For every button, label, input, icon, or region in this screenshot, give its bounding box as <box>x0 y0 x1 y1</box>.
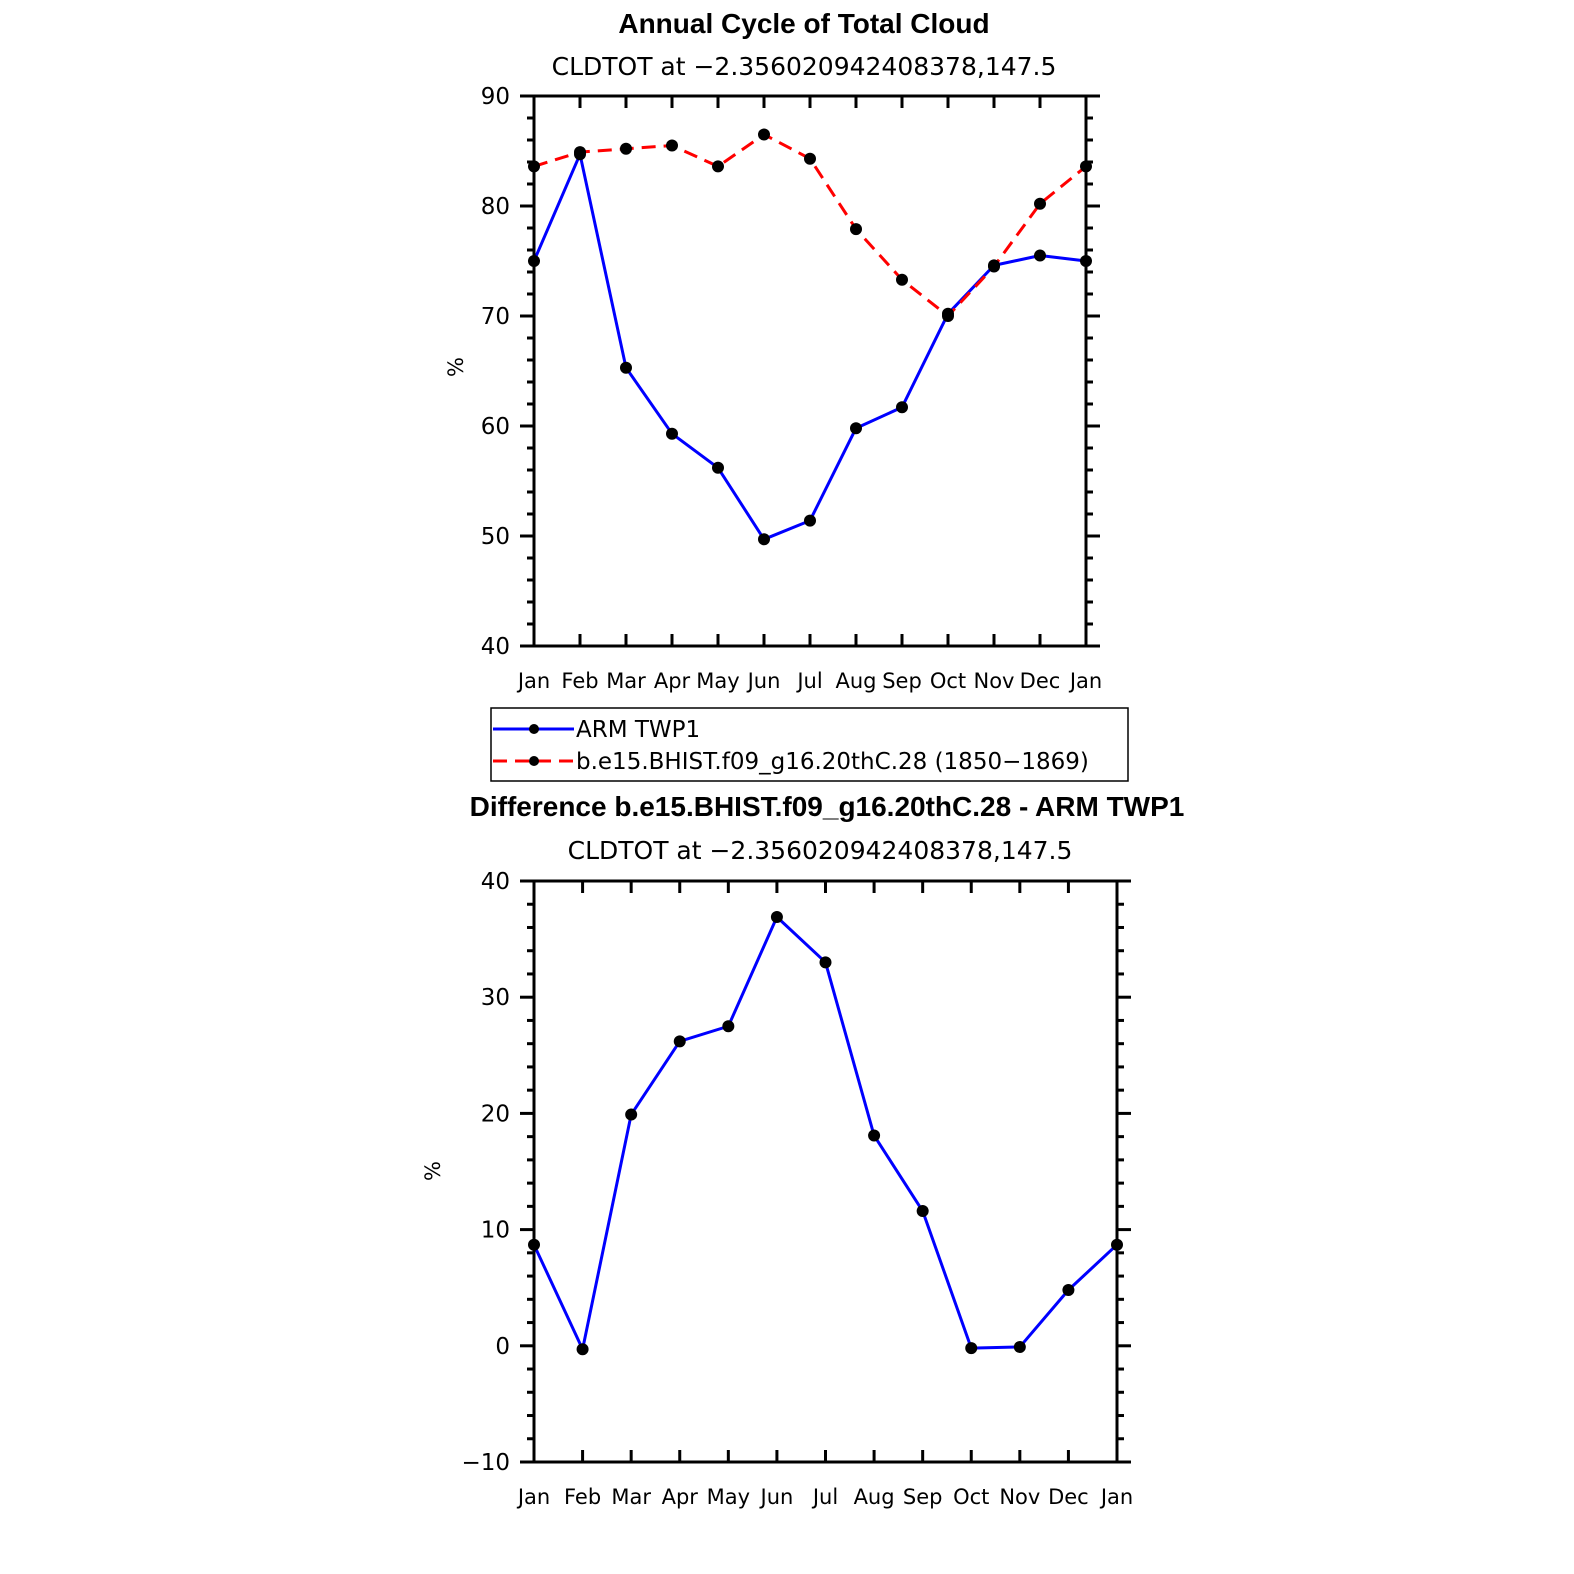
data-point <box>942 310 954 322</box>
legend-label: ARM TWP1 <box>576 717 700 743</box>
x-tick-label: Sep <box>903 1485 943 1509</box>
chart-title: Difference b.e15.BHIST.f09_g16.20thC.28 … <box>470 791 1185 822</box>
x-tick-label: Sep <box>882 669 922 693</box>
series-group <box>528 911 1123 1356</box>
legend-label: b.e15.BHIST.f09_g16.20thC.28 (1850−1869) <box>576 749 1089 775</box>
legend-marker <box>529 724 539 734</box>
tick-labels: Jan Feb Mar Apr May Jun Jul Aug Sep Oct Nov Dec Jan4… <box>481 84 1102 693</box>
x-tick-label: Apr <box>662 1485 699 1509</box>
series-line <box>532 915 1119 1351</box>
x-tick-label: Jan <box>1068 669 1102 693</box>
x-tick-label: Jan <box>516 669 550 693</box>
x-tick-label: Jan <box>516 1485 550 1509</box>
data-point <box>673 1035 686 1048</box>
data-point <box>1034 197 1046 210</box>
data-point <box>896 273 908 286</box>
data-point <box>758 128 770 141</box>
y-tick-label: 20 <box>481 1101 510 1127</box>
data-point <box>722 1020 735 1033</box>
data-point <box>770 911 783 924</box>
data-point <box>758 533 770 546</box>
x-tick-label: Nov <box>974 669 1015 693</box>
data-point <box>916 1205 929 1218</box>
x-tick-label: Mar <box>606 669 646 693</box>
data-point <box>620 361 632 374</box>
axis-ticks <box>520 94 1100 648</box>
x-tick-label: Mar <box>611 1485 651 1509</box>
chart-subtitle: CLDTOT at −2.356020942408378,147.5 <box>568 836 1073 865</box>
data-point <box>620 142 632 155</box>
legend-marker <box>529 756 539 766</box>
x-tick-label: Dec <box>1048 1485 1089 1509</box>
data-point <box>574 146 586 159</box>
chart-title: Annual Cycle of Total Cloud <box>618 8 989 39</box>
y-tick-label: 60 <box>481 414 510 440</box>
plot-frame <box>532 94 1088 648</box>
data-point <box>712 461 724 474</box>
data-point <box>850 422 862 435</box>
data-point <box>850 223 862 236</box>
y-tick-label: 40 <box>481 634 510 660</box>
data-point <box>1013 1340 1026 1353</box>
data-point <box>625 1108 638 1121</box>
y-tick-label: 80 <box>481 194 510 220</box>
y-axis-label: % <box>444 357 468 377</box>
data-point <box>1062 1284 1075 1297</box>
x-tick-label: Apr <box>654 669 691 693</box>
data-point <box>868 1129 881 1142</box>
x-tick-label: Feb <box>561 669 598 693</box>
legend: ARM TWP1 b.e15.BHIST.f09_g16.20thC.28 (1… <box>490 707 1129 782</box>
y-tick-label: 50 <box>481 524 510 550</box>
x-tick-label: Jan <box>1099 1485 1133 1509</box>
x-tick-label: May <box>707 1485 750 1509</box>
data-point <box>666 139 678 152</box>
y-tick-label: −10 <box>461 1450 510 1476</box>
data-point <box>804 514 816 527</box>
difference-chart: Difference b.e15.BHIST.f09_g16.20thC.28 … <box>421 791 1184 1509</box>
x-tick-label: Dec <box>1020 669 1061 693</box>
y-tick-label: 10 <box>481 1218 510 1244</box>
series-line <box>532 152 1087 541</box>
y-tick-label: 30 <box>481 985 510 1011</box>
y-tick-label: 70 <box>481 304 510 330</box>
data-point <box>576 1343 589 1356</box>
x-tick-label: Jul <box>811 1485 838 1509</box>
data-point <box>666 427 678 440</box>
annual-cycle-chart: Annual Cycle of Total Cloud CLDTOT at −2… <box>444 8 1102 693</box>
data-point <box>988 260 1000 273</box>
x-tick-label: Nov <box>999 1485 1040 1509</box>
data-point <box>896 401 908 414</box>
series-group <box>528 128 1092 546</box>
x-tick-label: Jul <box>795 669 822 693</box>
x-tick-label: May <box>696 669 739 693</box>
legend-entry-arm: ARM TWP1 <box>493 717 700 743</box>
y-tick-label: 40 <box>481 869 510 895</box>
data-point <box>819 956 832 969</box>
x-tick-label: Jun <box>759 1485 794 1509</box>
x-tick-label: Jun <box>746 669 781 693</box>
x-tick-label: Aug <box>854 1485 895 1509</box>
legend-entry-model: b.e15.BHIST.f09_g16.20thC.28 (1850−1869) <box>493 749 1089 775</box>
x-tick-label: Oct <box>953 1485 989 1509</box>
y-axis-label: % <box>421 1161 445 1181</box>
tick-labels: Jan Feb Mar Apr May Jun Jul Aug Sep Oct Nov Dec Jan−… <box>461 869 1133 1509</box>
data-point <box>712 160 724 173</box>
x-tick-label: Aug <box>835 669 876 693</box>
data-point <box>1034 249 1046 262</box>
y-tick-label: 0 <box>495 1334 510 1360</box>
x-tick-label: Feb <box>564 1485 601 1509</box>
y-tick-label: 90 <box>481 84 510 110</box>
data-point <box>965 1342 978 1355</box>
plot-frame <box>532 879 1119 1464</box>
legend-box <box>490 707 1129 782</box>
chart-subtitle: CLDTOT at −2.356020942408378,147.5 <box>552 52 1057 81</box>
x-tick-label: Oct <box>930 669 966 693</box>
data-point <box>804 152 816 165</box>
